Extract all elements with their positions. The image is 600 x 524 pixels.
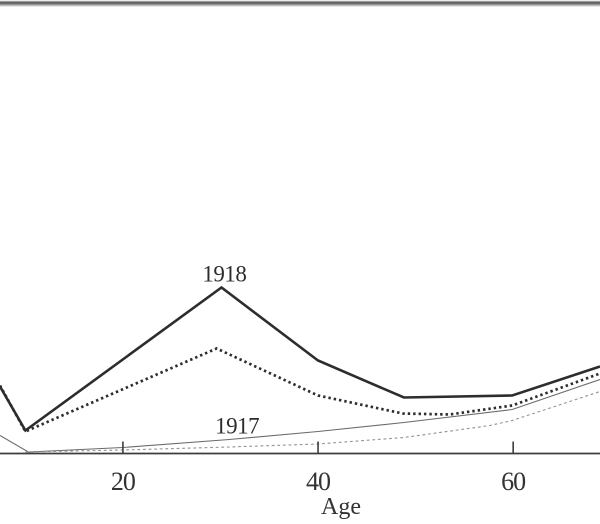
- x-tick-label-60: 60: [501, 467, 526, 496]
- series-line-1918-solid: [0, 285, 600, 433]
- scan-top-edge: [0, 0, 600, 7]
- series-line-1917-solid: [0, 378, 600, 453]
- x-tick-label-20: 20: [111, 467, 136, 496]
- x-axis-ticks: 20 40 60: [111, 441, 527, 496]
- label-1917: 1917: [215, 414, 259, 439]
- series-line-1918-dotted: [0, 347, 600, 434]
- x-tick-label-40: 40: [306, 467, 331, 496]
- series-lines: [0, 285, 600, 453]
- label-1918: 1918: [202, 262, 246, 287]
- series-year-labels: 1918 1917: [202, 262, 259, 439]
- x-axis-title: Age: [321, 494, 361, 520]
